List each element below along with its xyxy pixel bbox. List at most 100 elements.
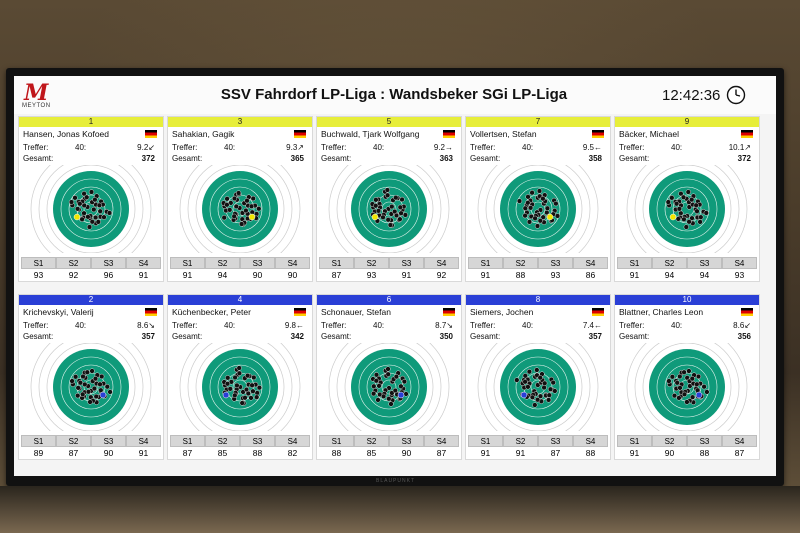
shooter-card[interactable]: 10 Blattner, Charles Leon Treffer: 40: 8… — [614, 294, 760, 460]
shot-mark — [97, 208, 103, 214]
series-header-s3: S3 — [687, 257, 722, 269]
shooter-name: Küchenbecker, Peter — [172, 307, 251, 317]
shooter-card[interactable]: 7 Vollertsen, Stefan Treffer: 40: 9.5← G… — [465, 116, 611, 282]
shooter-name: Schonauer, Stefan — [321, 307, 391, 317]
target-outer-ring — [336, 343, 442, 431]
gesamt-label: Gesamt: — [619, 332, 650, 341]
series-header-s3: S3 — [240, 435, 275, 447]
target-inner-ring — [358, 178, 420, 240]
shot-mark — [698, 214, 704, 220]
target-image — [179, 165, 301, 253]
shot-mark — [251, 374, 257, 381]
shot-mark — [245, 390, 251, 397]
series-scores: S1 S2 S3 S4 93 92 96 91 — [21, 257, 161, 281]
target-inner-ring — [68, 186, 114, 232]
treffer-count: 40: — [373, 143, 385, 152]
last-shot-mark — [99, 391, 107, 399]
shot-mark — [72, 195, 78, 201]
shot-mark — [91, 206, 97, 213]
shot-mark — [554, 213, 561, 219]
series-value-s2: 85 — [217, 448, 228, 458]
series-header-s4: S4 — [275, 257, 310, 269]
last-shot-value: 7.4← — [582, 321, 602, 330]
series-value-s1: 91 — [480, 270, 491, 280]
shot-mark — [689, 376, 695, 382]
last-shot-value: 8.6↘ — [137, 321, 155, 330]
target-image — [30, 343, 152, 431]
target-outer-ring — [30, 343, 152, 431]
shooter-card[interactable]: 4 Küchenbecker, Peter Treffer: 40: 9.8← … — [167, 294, 313, 460]
target-inner-ring — [366, 364, 412, 410]
gesamt-value: 350 — [439, 332, 453, 341]
shooter-card[interactable]: 1 Hansen, Jonas Kofoed Treffer: 40: 9.2↙… — [18, 116, 164, 282]
target-black-area — [500, 171, 576, 247]
series-value-s3: 94 — [699, 270, 710, 280]
germany-flag-icon — [145, 308, 157, 316]
series-value-s3: 87 — [550, 448, 561, 458]
series-scores: S1 S2 S3 S4 91 94 90 90 — [170, 257, 310, 281]
series-value-s3: 96 — [103, 270, 114, 280]
shot-mark — [373, 378, 379, 384]
shot-mark — [85, 214, 91, 220]
shot-mark — [385, 371, 391, 377]
last-shot-mark — [520, 391, 528, 399]
shot-mark — [540, 196, 546, 202]
germany-flag-icon — [592, 308, 604, 316]
shot-mark — [104, 384, 110, 390]
gesamt-label: Gesamt: — [23, 154, 54, 163]
treffer-label: Treffer: — [172, 321, 198, 330]
gesamt-label: Gesamt: — [470, 154, 501, 163]
shooter-card[interactable]: 6 Schonauer, Stefan Treffer: 40: 8.7↘ Ge… — [316, 294, 462, 460]
shot-mark — [550, 379, 556, 386]
treffer-count: 40: — [75, 321, 87, 330]
shooter-card[interactable]: 9 Bäcker, Michael Treffer: 40: 10.1↗ Ges… — [614, 116, 760, 282]
target-outer-ring — [626, 343, 748, 431]
shot-mark — [666, 378, 672, 384]
shooter-card[interactable]: 3 Sahakian, Gagik Treffer: 40: 9.3↗ Gesa… — [167, 116, 313, 282]
last-shot-value: 9.3↗ — [286, 143, 304, 152]
meyton-logo: M MEYTON — [20, 82, 60, 110]
shot-mark — [694, 381, 700, 387]
shot-mark — [402, 212, 409, 218]
series-value-s2: 87 — [68, 448, 79, 458]
series-header-s1: S1 — [170, 435, 205, 447]
shooter-name: Bäcker, Michael — [619, 129, 679, 139]
last-shot-mark — [371, 213, 379, 221]
shot-mark — [69, 378, 75, 384]
shot-mark — [537, 375, 543, 381]
series-value-s3: 91 — [401, 270, 412, 280]
shot-mark — [532, 402, 538, 408]
shooter-card[interactable]: 8 Siemers, Jochen Treffer: 40: 7.4← Gesa… — [465, 294, 611, 460]
series-value-s4: 93 — [734, 270, 745, 280]
gesamt-value: 365 — [290, 154, 304, 163]
shot-mark — [371, 383, 377, 389]
germany-flag-icon — [443, 308, 455, 316]
last-shot-mark — [222, 391, 230, 399]
shot-mark — [689, 197, 695, 203]
shot-mark — [380, 393, 387, 399]
shooter-card[interactable]: 5 Buchwald, Tjark Wolfgang Treffer: 40: … — [316, 116, 462, 282]
shot-mark — [389, 203, 395, 210]
treffer-label: Treffer: — [172, 143, 198, 152]
series-value-s1: 91 — [480, 448, 491, 458]
gesamt-label: Gesamt: — [172, 332, 203, 341]
gesamt-value: 357 — [588, 332, 602, 341]
target-inner-ring — [366, 186, 412, 232]
series-header-s4: S4 — [722, 257, 757, 269]
shot-mark — [544, 205, 551, 211]
last-shot-value: 9.2→ — [433, 143, 453, 152]
shot-mark — [92, 197, 98, 203]
shot-mark — [397, 216, 403, 222]
shooter-card[interactable]: 2 Krichevskyi, Valerij Treffer: 40: 8.6↘… — [18, 294, 164, 460]
series-header-s3: S3 — [538, 435, 573, 447]
shooter-name: Blattner, Charles Leon — [619, 307, 704, 317]
shot-mark — [678, 210, 684, 216]
series-header-s1: S1 — [170, 257, 205, 269]
series-value-s4: 88 — [585, 448, 596, 458]
target-outer-ring — [46, 343, 136, 431]
series-scores: S1 S2 S3 S4 91 94 94 93 — [617, 257, 757, 281]
series-value-s3: 93 — [550, 270, 561, 280]
shot-mark — [678, 191, 684, 197]
gesamt-label: Gesamt: — [172, 154, 203, 163]
shot-mark — [386, 396, 392, 402]
